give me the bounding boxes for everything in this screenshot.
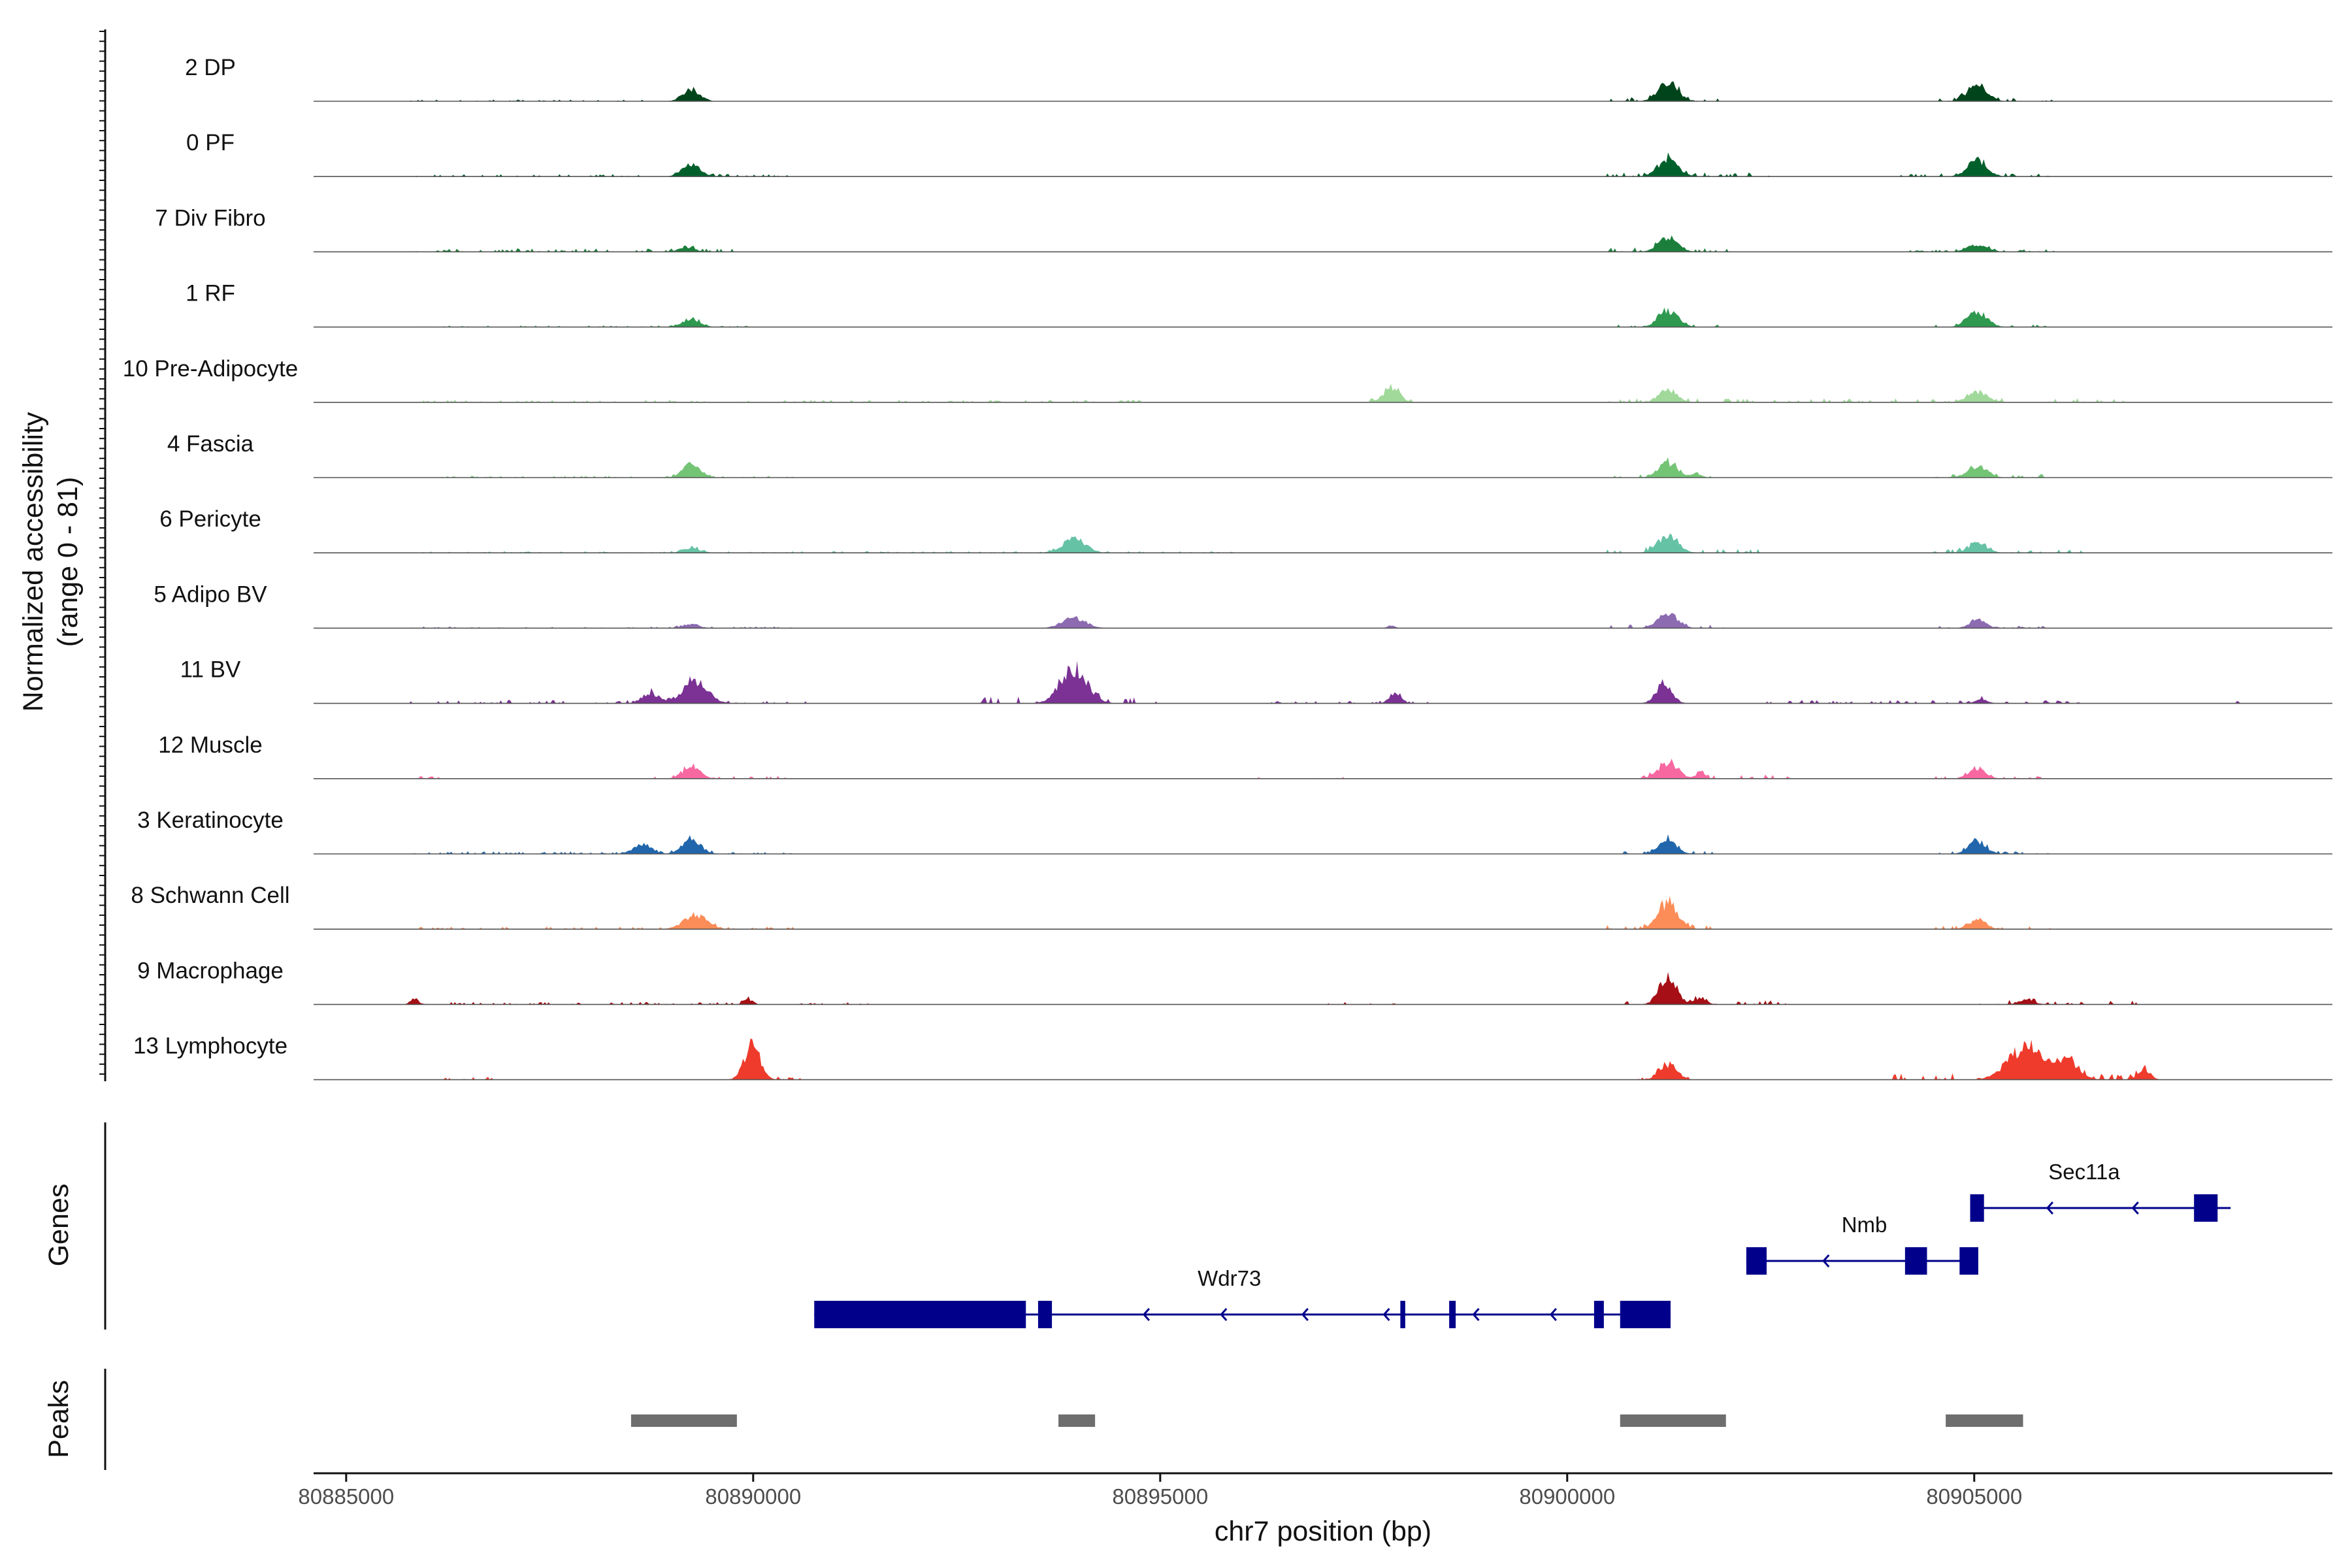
peak-region-bar [1058,1414,1096,1427]
track-13: 9 Macrophage [137,958,2332,1005]
x-tick-label: 80900000 [1519,1484,1615,1509]
gene-exon [1904,1247,1927,1275]
track-label: 8 Schwann Cell [131,883,289,908]
x-tick-label: 80905000 [1926,1484,2022,1509]
y-axis-ticks [99,29,106,1081]
gene-exon [2194,1194,2218,1222]
x-axis: 80885000 80890000 80895000 80900000 80905000 [298,1472,2332,1509]
strand-arrow-icon [2046,1201,2054,1215]
gene-exon [1620,1301,1671,1328]
gene-label: Sec11a [2048,1160,2120,1184]
track-signal-area [314,661,2332,704]
peak-track [630,1414,2023,1427]
gene-wdr73: Wdr73 [814,1266,1671,1328]
track-signal-area [314,613,2332,629]
gene-exon [1959,1247,1979,1275]
gene-exon [1746,1247,1767,1275]
track-signal-area [314,152,2332,177]
x-tick-label: 80895000 [1112,1484,1208,1509]
x-tick-label: 80885000 [298,1484,394,1509]
x-tick-label: 80890000 [705,1484,801,1509]
track-signal-area [314,759,2332,779]
track-label: 12 Muscle [158,732,263,758]
track-label: 3 Keratinocyte [137,808,284,833]
gene-label: Nmb [1842,1213,1887,1237]
gene-track-label: Genes [43,1184,74,1267]
track-label: 6 Pericyte [159,506,261,532]
track-1: 2 DP [185,55,2332,102]
strand-arrow-icon [1142,1308,1151,1321]
track-6: 4 Fascia [167,431,2332,478]
strand-arrow-icon [1220,1308,1228,1321]
peak-region-bar [1620,1414,1726,1427]
track-label: 5 Adipo BV [154,581,267,607]
track-signal-area [314,1038,2332,1080]
strand-arrow-icon [1472,1308,1480,1321]
track-8: 5 Adipo BV [154,581,2332,629]
track-10: 12 Muscle [158,732,2332,779]
track-signal-area [314,533,2332,553]
track-signal-area [314,307,2332,327]
track-signal-area [314,384,2332,402]
track-2: 0 PF [186,130,2332,178]
track-signal-area [314,834,2332,854]
strand-arrow-icon [2131,1201,2139,1215]
track-label: 11 BV [180,657,241,683]
strand-arrow-icon [1301,1308,1309,1321]
strand-arrow-icon [1549,1308,1557,1321]
gene-exon [1037,1301,1053,1328]
track-label: 13 Lymphocyte [133,1034,287,1059]
track-signal-area [314,896,2332,930]
strand-arrow-icon [1822,1254,1830,1267]
peak-region-bar [630,1414,737,1427]
track-3: 7 Div Fibro [155,205,2332,253]
x-axis-title: chr7 position (bp) [1215,1516,1431,1547]
track-5: 10 Pre-Adipocyte [123,356,2332,403]
track-label: 4 Fascia [167,431,254,457]
track-label: 0 PF [186,130,235,155]
track-signal-area [314,81,2332,101]
gene-nmb: Nmb [1746,1213,1979,1275]
track-14: 13 Lymphocyte [133,1034,2332,1081]
y-axis-subtitle: (range 0 - 81) [52,477,84,647]
track-4: 1 RF [186,281,2332,328]
track-label: 9 Macrophage [137,958,284,983]
gene-exon [814,1301,1026,1328]
track-9: 11 BV [180,657,2332,704]
gene-label: Wdr73 [1198,1266,1261,1290]
track-7: 6 Pericyte [159,506,2332,554]
track-signal-area [314,457,2332,478]
track-label: 7 Div Fibro [155,205,265,231]
gene-exon [1400,1301,1405,1328]
y-axis-title: Normalized accessibility [18,412,49,711]
gene-track: Sec11a Nmb Wdr73 [814,1160,2231,1328]
accessibility-tracks: 2 DP 0 PF 7 Div Fibro 1 RF 10 Pre-Adipocyte 4… [123,55,2332,1081]
track-label: 2 DP [185,55,236,80]
peak-track-label: Peaks [43,1380,74,1458]
track-signal-area [314,972,2332,1005]
track-label: 10 Pre-Adipocyte [123,356,298,382]
gene-exon [1593,1301,1604,1328]
track-11: 3 Keratinocyte [137,808,2332,855]
track-label: 1 RF [186,281,235,306]
gene-exon [1449,1301,1456,1328]
track-12: 8 Schwann Cell [131,883,2332,930]
track-signal-area [314,235,2332,252]
gene-exon [1970,1194,1984,1222]
peak-region-bar [1946,1414,2023,1427]
gene-sec11a: Sec11a [1970,1160,2231,1222]
strand-arrow-icon [1382,1308,1390,1321]
